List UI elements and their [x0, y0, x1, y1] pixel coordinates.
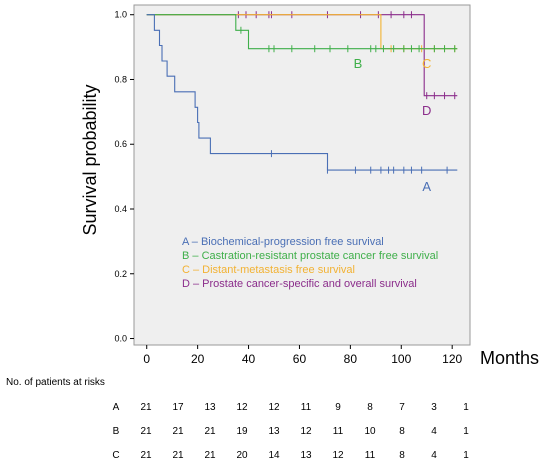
risk-row-label: A — [113, 402, 120, 413]
risk-cell: 7 — [399, 402, 405, 413]
y-tick-label: 0.6 — [114, 139, 127, 149]
series-line-b — [146, 14, 458, 50]
risk-cell: 4 — [431, 426, 437, 437]
risk-cell: 13 — [268, 426, 280, 437]
risk-cell: 12 — [300, 426, 312, 437]
legend-entry: D – Prostate cancer-specific and overall… — [182, 278, 417, 290]
risk-cell: 12 — [268, 402, 280, 413]
y-tick-label: 0.4 — [114, 204, 127, 214]
risk-cell: 13 — [300, 450, 312, 461]
risk-cell: 8 — [399, 426, 405, 437]
legend-entry: B – Castration-resistant prostate cancer… — [182, 250, 438, 262]
series-b — [146, 14, 458, 53]
risk-cell: 12 — [236, 402, 248, 413]
risk-cell: 1 — [463, 402, 469, 413]
risk-cell: 20 — [236, 450, 248, 461]
y-axis-label: Survival probability — [80, 84, 100, 235]
risk-table: A 21 17 13 12 12 11 9 8 7 3 1 B 21 21 21 19 13 12 11 10 8 4 1 C 2… — [112, 402, 469, 461]
risk-cell: 11 — [333, 426, 344, 437]
y-tick-label: 0.0 — [114, 334, 127, 344]
curve-label-a: A — [422, 179, 431, 194]
y-axis: 0.0 0.2 0.4 0.6 0.8 1.0 — [114, 10, 134, 344]
risk-cell: 21 — [140, 402, 152, 413]
risk-cell: 21 — [140, 426, 152, 437]
risk-cell: 1 — [463, 450, 469, 461]
series-line-a — [146, 14, 458, 171]
x-axis: 0 20 40 60 80 100 120 — [143, 345, 463, 366]
x-tick-label: 80 — [344, 352, 358, 366]
risk-cell: 4 — [431, 450, 437, 461]
curve-label-b: B — [354, 56, 363, 71]
risk-table-title: No. of patients at risks — [6, 377, 105, 388]
risk-row-label: C — [112, 450, 119, 461]
curve-label-c: C — [422, 56, 431, 71]
risk-cell: 21 — [204, 450, 216, 461]
x-tick-label: 120 — [442, 352, 462, 366]
legend: A – Biochemical-progression free surviva… — [182, 236, 438, 290]
y-tick-label: 0.8 — [114, 74, 127, 84]
curve-labels: A B C D — [354, 56, 432, 194]
legend-entry: A – Biochemical-progression free surviva… — [182, 236, 384, 248]
risk-cell: 8 — [399, 450, 405, 461]
risk-cell: 12 — [332, 450, 344, 461]
curve-label-d: D — [422, 103, 431, 118]
x-tick-label: 100 — [391, 352, 411, 366]
risk-cell: 8 — [367, 402, 373, 413]
y-tick-label: 0.2 — [114, 269, 127, 279]
plot-area — [133, 4, 471, 346]
risk-cell: 1 — [463, 426, 469, 437]
risk-cell: 11 — [365, 450, 376, 461]
legend-entry: C – Distant-metastasis free survival — [182, 264, 355, 276]
risk-cell: 17 — [172, 402, 184, 413]
risk-cell: 14 — [268, 450, 280, 461]
x-tick-label: 20 — [191, 352, 205, 366]
risk-cell: 21 — [140, 450, 152, 461]
series-a — [146, 14, 458, 174]
risk-cell: 21 — [172, 426, 184, 437]
risk-row-label: B — [113, 426, 120, 437]
series-layer — [146, 11, 458, 174]
y-tick-label: 1.0 — [114, 10, 127, 20]
risk-cell: 11 — [301, 402, 312, 413]
risk-cell: 21 — [172, 450, 184, 461]
x-tick-label: 60 — [293, 352, 307, 366]
risk-cell: 19 — [236, 426, 248, 437]
x-tick-label: 40 — [242, 352, 256, 366]
risk-cell: 9 — [335, 402, 341, 413]
x-axis-label: Months — [480, 348, 539, 368]
x-tick-label: 0 — [143, 352, 150, 366]
risk-cell: 13 — [204, 402, 216, 413]
risk-cell: 3 — [431, 402, 437, 413]
risk-cell: 21 — [204, 426, 216, 437]
risk-cell: 10 — [364, 426, 376, 437]
